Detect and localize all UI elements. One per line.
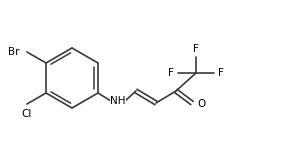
- Text: O: O: [197, 99, 205, 109]
- Text: NH: NH: [110, 96, 126, 106]
- Text: F: F: [168, 68, 174, 78]
- Text: F: F: [218, 68, 224, 78]
- Text: Cl: Cl: [22, 109, 32, 119]
- Text: F: F: [193, 44, 199, 54]
- Text: Br: Br: [9, 47, 20, 57]
